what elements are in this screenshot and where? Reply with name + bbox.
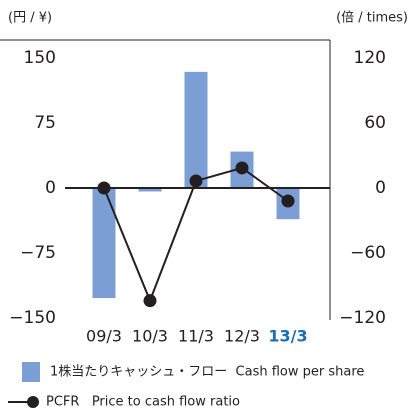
bar bbox=[92, 188, 116, 299]
line-marker bbox=[189, 174, 203, 188]
y2-axis-label: (倍 / times) bbox=[336, 11, 408, 26]
y-tick-label: −75 bbox=[20, 243, 56, 263]
line-marker bbox=[143, 294, 157, 308]
x-tick-label: 13/3 bbox=[268, 327, 307, 346]
legend-label: PCFR Price to cash flow ratio bbox=[46, 395, 240, 410]
y2-tick-label: −120 bbox=[339, 308, 386, 328]
y-tick-label: 0 bbox=[45, 178, 56, 198]
bar bbox=[184, 71, 208, 188]
x-tick-label: 11/3 bbox=[178, 327, 214, 346]
y2-tick-label: 120 bbox=[354, 48, 386, 68]
x-tick-label: 10/3 bbox=[132, 327, 168, 346]
line-marker bbox=[97, 181, 111, 195]
y2-tick-label: 60 bbox=[364, 113, 386, 133]
x-tick-label: 12/3 bbox=[224, 327, 260, 346]
legend-label: 1株当たりキャッシュ・フロー Cash flow per share bbox=[50, 365, 364, 380]
legend-marker bbox=[27, 396, 39, 408]
y-tick-label: −150 bbox=[9, 308, 56, 328]
line-marker bbox=[281, 194, 295, 208]
bar bbox=[138, 188, 162, 192]
y-axis-label: (円 / ¥) bbox=[8, 11, 52, 26]
y-tick-label: 75 bbox=[34, 113, 56, 133]
x-tick-label: 09/3 bbox=[86, 327, 122, 346]
legend-swatch bbox=[22, 362, 40, 382]
y2-tick-label: −60 bbox=[350, 243, 386, 263]
y-tick-label: 150 bbox=[24, 48, 56, 68]
y2-tick-label: 0 bbox=[375, 178, 386, 198]
line-marker bbox=[235, 161, 249, 175]
